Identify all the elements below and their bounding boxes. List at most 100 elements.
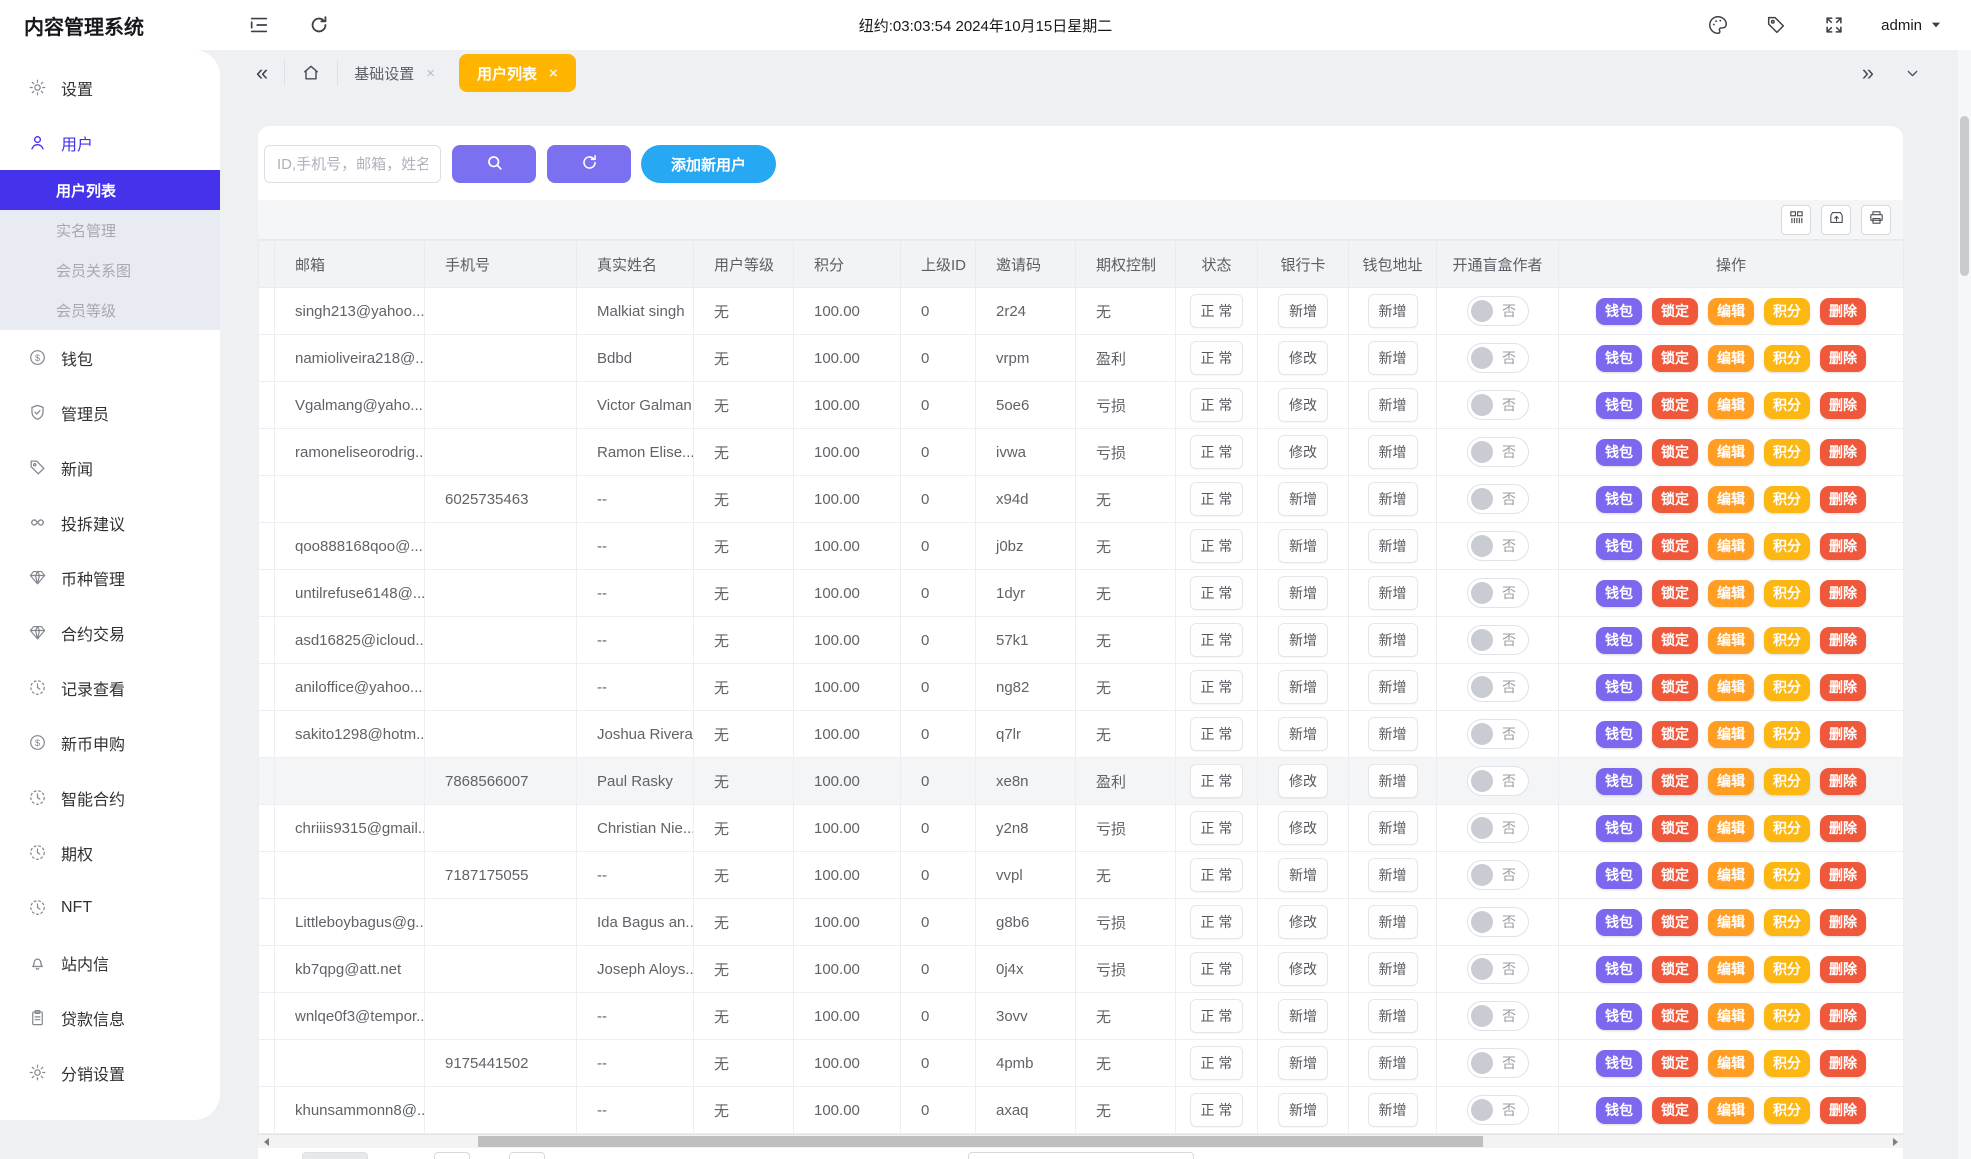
- blindbox-toggle[interactable]: 否: [1466, 672, 1529, 702]
- status-badge[interactable]: 正 常: [1189, 294, 1244, 328]
- add-user-button[interactable]: 添加新用户: [641, 145, 777, 183]
- lock-button[interactable]: 锁定: [1652, 391, 1698, 419]
- bank-card-badge[interactable]: 新增: [1278, 529, 1328, 563]
- lock-button[interactable]: 锁定: [1652, 579, 1698, 607]
- sidebar-item-11[interactable]: 智能合约: [0, 770, 220, 825]
- tab-close-icon[interactable]: ×: [549, 64, 558, 82]
- status-badge[interactable]: 正 常: [1189, 717, 1244, 751]
- lock-button[interactable]: 锁定: [1652, 438, 1698, 466]
- search-button[interactable]: [452, 145, 536, 183]
- delete-button[interactable]: 删除: [1820, 532, 1866, 560]
- bank-card-badge[interactable]: 新增: [1278, 482, 1328, 516]
- lock-button[interactable]: 锁定: [1652, 1002, 1698, 1030]
- lock-button[interactable]: 锁定: [1652, 485, 1698, 513]
- wallet-address-badge[interactable]: 新增: [1367, 952, 1418, 986]
- status-badge[interactable]: 正 常: [1189, 764, 1244, 798]
- delete-button[interactable]: 删除: [1820, 861, 1866, 889]
- edit-button[interactable]: 编辑: [1708, 1096, 1754, 1124]
- blindbox-toggle[interactable]: 否: [1466, 860, 1529, 890]
- sidebar-item-3[interactable]: $ 钱包: [0, 330, 220, 385]
- bank-card-badge[interactable]: 修改: [1278, 341, 1328, 375]
- horizontal-scrollbar-thumb[interactable]: [478, 1136, 1483, 1147]
- wallet-address-badge[interactable]: 新增: [1367, 999, 1418, 1033]
- lock-button[interactable]: 锁定: [1652, 1096, 1698, 1124]
- status-badge[interactable]: 正 常: [1189, 1093, 1244, 1127]
- status-badge[interactable]: 正 常: [1189, 952, 1244, 986]
- columns-toggle-button[interactable]: [1781, 204, 1811, 235]
- edit-button[interactable]: 编辑: [1708, 814, 1754, 842]
- delete-button[interactable]: 删除: [1820, 673, 1866, 701]
- status-badge[interactable]: 正 常: [1189, 670, 1244, 704]
- sidebar-item-1[interactable]: 设置: [0, 60, 220, 115]
- wallet-address-badge[interactable]: 新增: [1367, 623, 1418, 657]
- points-button[interactable]: 积分: [1764, 1096, 1810, 1124]
- tabs-scroll-right-button[interactable]: »: [1861, 60, 1874, 85]
- edit-button[interactable]: 编辑: [1708, 485, 1754, 513]
- blindbox-toggle[interactable]: 否: [1466, 296, 1529, 326]
- wallet-address-badge[interactable]: 新增: [1367, 717, 1418, 751]
- sidebar-item-12[interactable]: 期权: [0, 825, 220, 880]
- blindbox-toggle[interactable]: 否: [1466, 343, 1529, 373]
- delete-button[interactable]: 删除: [1820, 814, 1866, 842]
- fullscreen-icon[interactable]: [1823, 14, 1845, 36]
- sidebar-item-4[interactable]: 管理员: [0, 385, 220, 440]
- lock-button[interactable]: 锁定: [1652, 297, 1698, 325]
- lock-button[interactable]: 锁定: [1652, 532, 1698, 560]
- sidebar-item-7[interactable]: 币种管理: [0, 550, 220, 605]
- points-button[interactable]: 积分: [1764, 814, 1810, 842]
- admin-menu[interactable]: admin: [1881, 17, 1943, 34]
- bank-card-badge[interactable]: 新增: [1278, 1093, 1328, 1127]
- status-badge[interactable]: 正 常: [1189, 811, 1244, 845]
- sidebar-item-14[interactable]: 站内信: [0, 935, 220, 990]
- lock-button[interactable]: 锁定: [1652, 767, 1698, 795]
- blindbox-toggle[interactable]: 否: [1466, 954, 1529, 984]
- bank-card-badge[interactable]: 新增: [1278, 623, 1328, 657]
- tab-close-icon[interactable]: ×: [426, 64, 436, 82]
- points-button[interactable]: 积分: [1764, 1002, 1810, 1030]
- wallet-button[interactable]: 钱包: [1596, 532, 1642, 560]
- points-button[interactable]: 积分: [1764, 720, 1810, 748]
- points-button[interactable]: 积分: [1764, 297, 1810, 325]
- edit-button[interactable]: 编辑: [1708, 673, 1754, 701]
- delete-button[interactable]: 删除: [1820, 626, 1866, 654]
- edit-button[interactable]: 编辑: [1708, 297, 1754, 325]
- lock-button[interactable]: 锁定: [1652, 861, 1698, 889]
- edit-button[interactable]: 编辑: [1708, 1002, 1754, 1030]
- print-button[interactable]: [1861, 204, 1891, 235]
- pagination-stub[interactable]: [302, 1152, 368, 1159]
- bank-card-badge[interactable]: 新增: [1278, 670, 1328, 704]
- vertical-scrollbar-thumb[interactable]: [1960, 116, 1969, 276]
- edit-button[interactable]: 编辑: [1708, 391, 1754, 419]
- wallet-address-badge[interactable]: 新增: [1367, 905, 1418, 939]
- blindbox-toggle[interactable]: 否: [1466, 1095, 1529, 1125]
- wallet-button[interactable]: 钱包: [1596, 861, 1642, 889]
- wallet-address-badge[interactable]: 新增: [1367, 529, 1418, 563]
- sidebar-item-5[interactable]: 新闻: [0, 440, 220, 495]
- status-badge[interactable]: 正 常: [1189, 999, 1244, 1033]
- delete-button[interactable]: 删除: [1820, 391, 1866, 419]
- points-button[interactable]: 积分: [1764, 579, 1810, 607]
- blindbox-toggle[interactable]: 否: [1466, 813, 1529, 843]
- delete-button[interactable]: 删除: [1820, 344, 1866, 372]
- reload-button[interactable]: [547, 145, 631, 183]
- delete-button[interactable]: 删除: [1820, 485, 1866, 513]
- status-badge[interactable]: 正 常: [1189, 1046, 1244, 1080]
- edit-button[interactable]: 编辑: [1708, 579, 1754, 607]
- status-badge[interactable]: 正 常: [1189, 482, 1244, 516]
- edit-button[interactable]: 编辑: [1708, 720, 1754, 748]
- tabs-scroll-left-button[interactable]: «: [240, 60, 286, 86]
- delete-button[interactable]: 删除: [1820, 1096, 1866, 1124]
- sidebar-subitem[interactable]: 实名管理: [56, 222, 117, 240]
- sidebar-item-16[interactable]: 分销设置: [0, 1045, 220, 1100]
- bank-card-badge[interactable]: 新增: [1278, 576, 1328, 610]
- lock-button[interactable]: 锁定: [1652, 626, 1698, 654]
- points-button[interactable]: 积分: [1764, 673, 1810, 701]
- wallet-address-badge[interactable]: 新增: [1367, 811, 1418, 845]
- home-tab-button[interactable]: [285, 60, 339, 86]
- wallet-address-badge[interactable]: 新增: [1367, 341, 1418, 375]
- delete-button[interactable]: 删除: [1820, 720, 1866, 748]
- sidebar-subitem[interactable]: 用户列表: [0, 170, 220, 210]
- bank-card-badge[interactable]: 新增: [1278, 717, 1328, 751]
- sidebar-item-15[interactable]: 贷款信息: [0, 990, 220, 1045]
- wallet-address-badge[interactable]: 新增: [1367, 1046, 1418, 1080]
